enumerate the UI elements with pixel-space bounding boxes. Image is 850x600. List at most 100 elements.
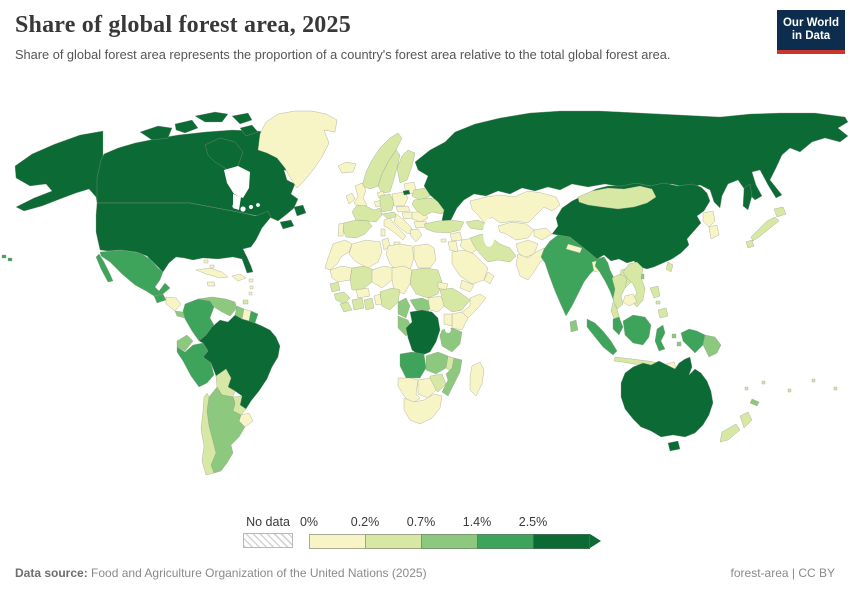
country-mali[interactable] [349, 265, 375, 291]
country-australia[interactable] [620, 356, 714, 438]
country-portugal[interactable] [337, 222, 345, 237]
country-new-zealand-north[interactable] [739, 411, 753, 429]
country-drc[interactable] [405, 309, 441, 357]
country-borneo[interactable] [622, 314, 652, 346]
country-uganda[interactable] [443, 313, 453, 327]
country-egypt[interactable] [413, 243, 437, 269]
legend-no-data[interactable]: No data [243, 515, 293, 548]
country-cambodia[interactable] [622, 293, 638, 307]
country-kaliningrad[interactable] [402, 189, 411, 196]
country-greece[interactable] [409, 228, 423, 243]
country-niger[interactable] [371, 265, 395, 289]
country-lesser-antilles[interactable] [248, 278, 254, 296]
country-cyprus[interactable] [440, 238, 447, 243]
legend-bin-swatch[interactable] [477, 534, 534, 549]
country-mexico-baja[interactable] [95, 253, 114, 283]
country-namibia[interactable] [397, 377, 421, 405]
country-sudan[interactable] [409, 267, 443, 299]
country-ghana[interactable] [363, 297, 375, 311]
country-yemen[interactable] [459, 279, 475, 293]
legend-bin-swatch[interactable] [309, 534, 366, 549]
country-algeria[interactable] [348, 239, 383, 269]
country-thailand[interactable] [611, 273, 628, 310]
country-saudi-arabia[interactable] [451, 249, 489, 285]
country-spain[interactable] [342, 219, 373, 239]
country-new-caledonia[interactable] [749, 398, 760, 407]
country-venezuela[interactable] [197, 296, 238, 317]
country-philippines-luzon[interactable] [649, 285, 661, 305]
country-italy[interactable] [383, 217, 407, 241]
country-japan-honshu[interactable] [750, 216, 780, 242]
country-new-zealand-south[interactable] [719, 423, 741, 443]
country-germany[interactable] [379, 193, 395, 213]
country-papua-new-guinea[interactable] [702, 334, 722, 358]
country-nigeria[interactable] [379, 287, 401, 311]
country-oman[interactable] [483, 271, 495, 285]
country-kyrgyzstan-tajikistan[interactable] [533, 227, 553, 241]
country-zambia[interactable] [425, 351, 449, 375]
country-mongolia[interactable] [577, 185, 657, 210]
country-kazakhstan[interactable] [469, 190, 561, 224]
country-iceland[interactable] [337, 161, 357, 174]
country-ireland[interactable] [345, 192, 356, 205]
country-cote-divoire[interactable] [351, 297, 365, 311]
country-france[interactable] [351, 204, 383, 223]
country-madagascar[interactable] [469, 361, 485, 397]
country-tasmania[interactable] [667, 440, 681, 452]
country-sakhalin[interactable] [742, 183, 753, 211]
country-sardinia[interactable] [380, 228, 386, 237]
country-hawaii[interactable] [1, 254, 13, 262]
country-japan-kyushu[interactable] [745, 239, 755, 249]
country-canada-nova-scotia[interactable] [279, 219, 295, 230]
country-sri-lanka[interactable] [569, 319, 579, 333]
country-jamaica[interactable] [206, 281, 216, 287]
country-north-korea[interactable] [702, 210, 716, 228]
country-alaska[interactable] [14, 130, 104, 212]
country-syria[interactable] [449, 231, 463, 242]
license-note[interactable]: forest-area | CC BY [730, 566, 835, 580]
country-guinea[interactable] [333, 291, 351, 305]
country-pacific-islands[interactable] [744, 378, 838, 393]
legend-bin-swatch[interactable] [421, 534, 478, 549]
owid-logo[interactable]: Our World in Data [777, 10, 845, 54]
country-levant[interactable] [447, 240, 459, 253]
country-mauritania[interactable] [329, 265, 353, 283]
country-finland[interactable] [396, 149, 416, 184]
country-indonesia-sulawesi[interactable] [654, 324, 666, 352]
country-cameroon[interactable] [397, 297, 411, 319]
country-peru[interactable] [176, 342, 215, 388]
country-nepal[interactable] [565, 243, 583, 254]
country-senegal[interactable] [329, 281, 341, 293]
country-burkina-faso[interactable] [355, 287, 371, 299]
legend-bin-swatch[interactable] [365, 534, 422, 549]
country-chad[interactable] [391, 265, 413, 295]
country-belarus[interactable] [411, 187, 431, 201]
country-indonesia-sumatra[interactable] [586, 318, 618, 356]
country-central-asia[interactable] [497, 221, 535, 241]
country-south-sudan[interactable] [427, 295, 447, 313]
country-south-africa[interactable] [403, 393, 443, 425]
country-honduras-nicaragua[interactable] [165, 296, 182, 312]
country-botswana[interactable] [417, 377, 437, 399]
country-angola[interactable] [399, 351, 427, 379]
country-philippines-mindanao[interactable] [657, 307, 669, 319]
country-cuba[interactable] [195, 267, 229, 279]
country-west-new-guinea[interactable] [680, 328, 706, 354]
country-mozambique[interactable] [441, 357, 463, 397]
country-tanzania[interactable] [439, 327, 463, 353]
country-canada-newfoundland[interactable] [293, 204, 307, 217]
country-japan-hokkaido[interactable] [773, 206, 787, 218]
country-malaysia-peninsula[interactable] [612, 316, 624, 336]
country-united-kingdom[interactable] [353, 182, 368, 209]
country-indonesia-moluccas[interactable] [671, 333, 682, 347]
country-bahamas[interactable] [203, 259, 215, 269]
country-hispaniola[interactable] [231, 273, 247, 282]
country-pakistan[interactable] [515, 247, 549, 281]
country-ecuador[interactable] [176, 334, 194, 352]
country-ethiopia[interactable] [439, 287, 471, 313]
legend-bin-swatch[interactable] [533, 534, 590, 549]
country-morocco[interactable] [324, 239, 353, 271]
country-trinidad[interactable] [242, 299, 249, 305]
country-taiwan[interactable] [665, 261, 674, 273]
